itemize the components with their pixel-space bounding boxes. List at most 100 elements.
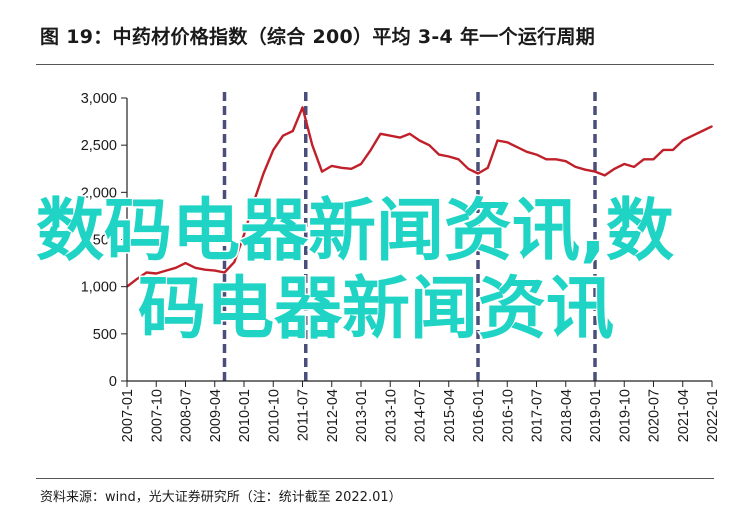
x-tick-label: 2019-01: [588, 389, 604, 442]
data-point: [311, 144, 314, 146]
x-tick-label: 2017-07: [530, 389, 546, 442]
data-point: [574, 166, 577, 168]
axes: [126, 98, 712, 382]
data-point: [711, 125, 713, 128]
y-tick-label: 500: [93, 327, 117, 343]
y-tick-label: 2,000: [81, 185, 117, 201]
cycle-markers: [222, 92, 597, 381]
data-point: [194, 267, 197, 269]
data-point: [233, 261, 236, 263]
x-tick-label: 2010-10: [266, 389, 282, 442]
x-tick-label: 2021-04: [676, 389, 692, 442]
x-tick-label: 2016-10: [500, 389, 516, 442]
data-point: [155, 272, 158, 275]
data-point: [282, 134, 284, 137]
chart-title: 图 19：中药材价格指数（综合 200）平均 3-4 年一个运行周期: [40, 26, 596, 48]
data-point: [223, 271, 226, 274]
data-point: [467, 168, 470, 170]
data-point: [506, 141, 509, 144]
watermark-line-1: 数码电器新闻资讯,数: [35, 192, 676, 271]
x-tick-label: 2009-04: [208, 389, 224, 442]
top-divider: [36, 64, 714, 65]
data-point: [145, 271, 148, 274]
data-point: [175, 267, 177, 269]
x-tick-label: 2018-04: [559, 389, 575, 442]
data-point: [643, 158, 645, 161]
x-tick-label: 2016-01: [471, 389, 487, 442]
data-point: [272, 149, 275, 151]
data-point: [418, 139, 421, 142]
data-point: [370, 149, 372, 151]
data-point: [652, 158, 655, 161]
data-point: [399, 136, 401, 139]
data-point: [613, 168, 616, 170]
data-point: [204, 268, 206, 271]
data-point: [331, 165, 333, 167]
data-point: [457, 158, 460, 161]
data-point: [701, 130, 704, 132]
data-point: [428, 144, 431, 146]
data-point: [565, 160, 567, 162]
data-point: [253, 201, 255, 203]
data-point: [487, 167, 489, 169]
x-tick-label: 2020-07: [647, 389, 663, 442]
x-tick-label: 2012-04: [325, 389, 341, 442]
data-point: [321, 170, 323, 173]
data-point: [350, 168, 353, 170]
x-tick-label: 2011-07: [296, 389, 312, 441]
data-point: [633, 166, 635, 168]
data-point: [243, 234, 245, 236]
x-tick-label: 2013-01: [354, 389, 370, 442]
data-point: [584, 168, 587, 171]
x-tick-label: 2022-01: [705, 389, 721, 442]
y-tick-label: 1,000: [81, 280, 117, 296]
data-point: [477, 172, 479, 175]
x-axis-ticks: 2007-01 2007-10 2008-07 2009-04 2010-01 2010-…: [120, 381, 721, 442]
x-tick-label: 2008-07: [179, 389, 195, 442]
data-point: [379, 133, 382, 135]
data-point: [623, 163, 626, 165]
data-point: [360, 163, 362, 165]
data-point: [214, 269, 216, 272]
data-point: [691, 134, 694, 137]
y-tick-label: 0: [109, 374, 117, 390]
data-point: [662, 149, 665, 151]
data-point: [448, 155, 450, 158]
watermark-line-2: 码电器新闻资讯: [136, 270, 615, 349]
series-group: [126, 106, 713, 288]
data-point: [516, 146, 518, 148]
x-tick-label: 2014-07: [413, 389, 429, 442]
data-point: [555, 158, 557, 161]
x-tick-label: 2007-01: [120, 389, 136, 442]
x-tick-label: 2019-10: [617, 389, 633, 442]
source-note: 资料来源：wind，光大证券研究所（注：统计截至 2022.01）: [40, 490, 402, 505]
data-point: [438, 153, 440, 156]
data-point: [389, 134, 392, 137]
data-point: [301, 106, 304, 109]
x-tick-label: 2007-10: [149, 389, 165, 442]
bottom-divider: [36, 478, 714, 479]
y-tick-label: 2,500: [81, 138, 117, 154]
data-point: [409, 133, 411, 135]
data-point: [535, 153, 538, 156]
y-tick-label: 1,500: [81, 233, 117, 249]
data-point: [165, 269, 167, 272]
x-tick-label: 2015-04: [442, 389, 458, 442]
data-point: [262, 172, 265, 175]
data-point: [184, 262, 187, 264]
x-tick-label: 2010-01: [237, 389, 253, 442]
data-point: [526, 151, 528, 153]
y-axis-ticks: 0 500 1,000 1,500 2,000 2,500 3,000: [81, 91, 127, 390]
data-point: [496, 139, 499, 142]
data-point: [292, 130, 294, 132]
data-point: [136, 278, 138, 280]
data-point: [682, 139, 684, 142]
data-point: [340, 167, 343, 169]
x-tick-label: 2013-10: [383, 389, 399, 442]
data-point: [672, 149, 674, 151]
data-point: [604, 174, 606, 177]
data-point: [545, 158, 548, 161]
y-tick-label: 3,000: [81, 91, 117, 107]
data-point: [594, 170, 596, 173]
